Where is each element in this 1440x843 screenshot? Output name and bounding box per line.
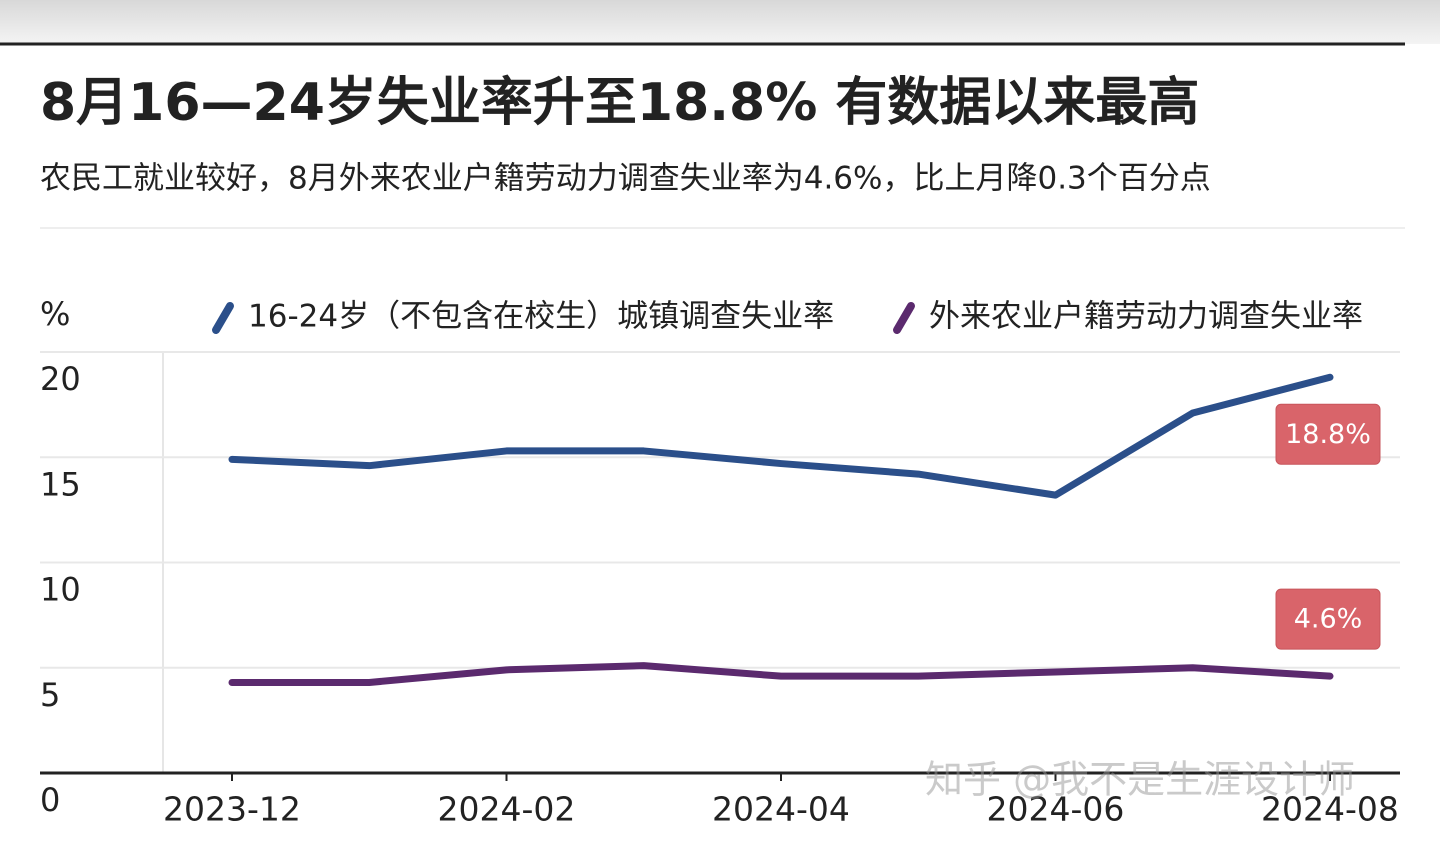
chart-subtitle: 农民工就业较好，8月外来农业户籍劳动力调查失业率为4.6%，比上月降0.3个百分… <box>40 161 1211 197</box>
value-label: 4.6% <box>1294 604 1363 635</box>
y-tick-label: 5 <box>40 676 60 714</box>
value-label-box <box>1275 403 1381 465</box>
y-tick-label: 15 <box>40 465 81 503</box>
watermark: 知乎 @我不是生涯设计师 <box>925 758 1355 802</box>
legend-marker <box>212 302 234 334</box>
legend-label: 外来农业户籍劳动力调查失业率 <box>929 299 1363 335</box>
series-line <box>228 662 1334 686</box>
x-tick-label: 2023-12 <box>163 790 301 829</box>
x-tick-label: 2024-02 <box>438 790 576 829</box>
value-label: 18.8% <box>1285 419 1371 450</box>
x-tick-label: 2024-04 <box>712 790 850 829</box>
y-tick-label: 20 <box>40 360 81 398</box>
x-tick-label: 2024-06 <box>987 790 1125 829</box>
value-label-box <box>1275 588 1381 650</box>
chart-title: 8月16—24岁失业率升至18.8% 有数据以来最高 <box>40 73 1199 133</box>
legend-marker <box>893 302 915 334</box>
y-axis-label: % <box>40 295 70 333</box>
y-tick-label: 0 <box>40 781 60 819</box>
series-line <box>228 373 1334 499</box>
y-tick-label: 10 <box>40 571 81 609</box>
legend-label: 16-24岁（不包含在校生）城镇调查失业率 <box>248 299 834 335</box>
top-band <box>0 0 1440 44</box>
x-tick-label: 2024-08 <box>1261 790 1399 829</box>
